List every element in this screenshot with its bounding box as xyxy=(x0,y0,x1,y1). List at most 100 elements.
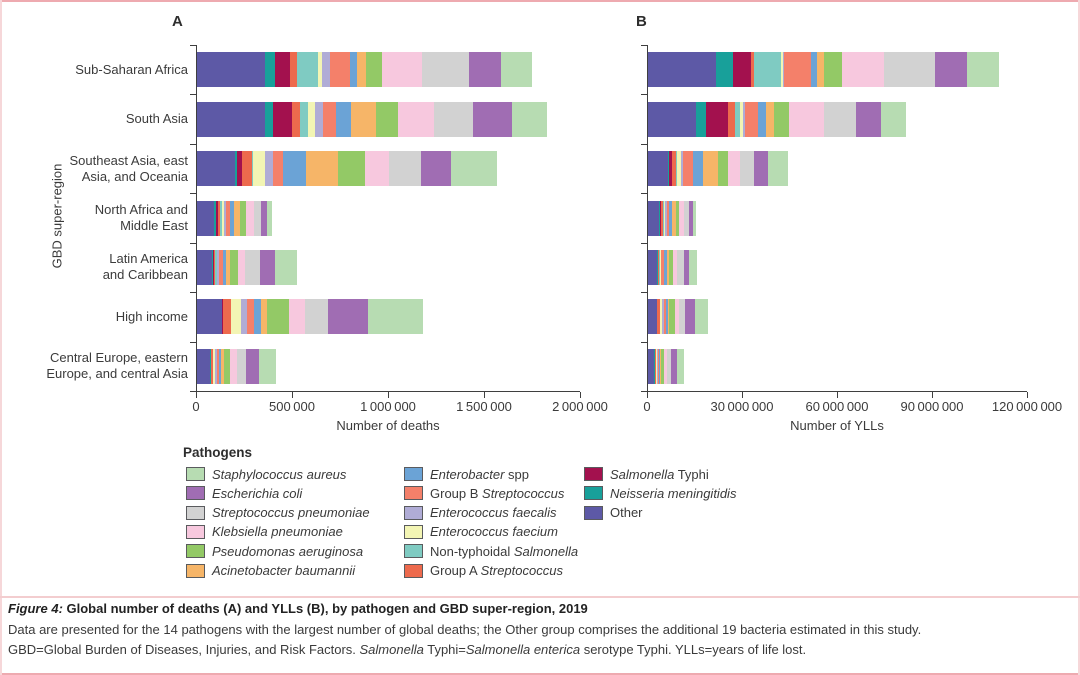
bar-segment-other xyxy=(197,200,215,236)
bar-segment-other xyxy=(648,200,660,236)
bar-segment-neisseria-meningitidis xyxy=(716,52,733,88)
x-axis-tick xyxy=(1027,392,1028,398)
y-axis-tick xyxy=(190,242,196,244)
legend-item-staphylococcus-aureus: Staphylococcus aureus xyxy=(186,466,346,482)
legend-item-pseudomonas-aeruginosa: Pseudomonas aeruginosa xyxy=(186,543,363,559)
x-axis-line xyxy=(196,391,580,392)
region-label-southeast-asia-east-asia-and-oceania: Southeast Asia, east Asia, and Oceania xyxy=(0,144,188,193)
x-axis-line xyxy=(647,391,1027,392)
legend-label: Enterococcus faecium xyxy=(430,524,558,540)
bar-segment-group-b-streptococcus xyxy=(273,151,284,187)
bar-segment-enterococcus-faecium xyxy=(664,200,666,236)
bar-segment-streptococcus-pneumoniae xyxy=(245,249,261,285)
bar-segment-salmonella-typhi xyxy=(274,52,290,88)
region-label-south-asia: South Asia xyxy=(0,94,188,143)
bar-segment-non-typhoidal-salmonella xyxy=(299,101,309,137)
bar-segment-salmonella-typhi xyxy=(669,151,672,187)
legend-swatch xyxy=(404,524,423,539)
bar-segment-streptococcus-pneumoniae xyxy=(684,200,690,236)
stacked-bar-central-europe-eastern-europe-and-central-asia xyxy=(197,348,580,384)
bar-segment-streptococcus-pneumoniae xyxy=(824,101,856,137)
bar-segment-staphylococcus-aureus xyxy=(512,101,548,137)
bar-segment-streptococcus-pneumoniae xyxy=(883,52,936,88)
bar-segment-enterococcus-faecalis xyxy=(782,52,785,88)
bar-segment-other xyxy=(648,151,668,187)
bar-segment-pseudomonas-aeruginosa xyxy=(267,299,289,335)
bar-segment-pseudomonas-aeruginosa xyxy=(774,101,790,137)
bar-segment-escherichia-coli xyxy=(855,101,881,137)
stacked-bar-southeast-asia-east-asia-and-oceania xyxy=(197,151,580,187)
y-axis-tick xyxy=(641,45,647,46)
bar-segment-staphylococcus-aureus xyxy=(259,348,276,384)
figure-bottom-border xyxy=(0,673,1080,675)
legend-swatch xyxy=(186,563,205,578)
bar-segment-enterococcus-faecalis xyxy=(743,101,746,137)
x-axis-tick xyxy=(742,392,743,398)
bar-segment-streptococcus-pneumoniae xyxy=(422,52,470,88)
bar-segment-group-b-streptococcus xyxy=(226,200,231,236)
bar-segment-klebsiella-pneumoniae xyxy=(672,249,678,285)
legend-label: Escherichia coli xyxy=(212,485,303,501)
bar-segment-enterobacter-spp xyxy=(757,101,767,137)
bar-segment-escherichia-coli xyxy=(689,200,693,236)
bar-segment-enterococcus-faecium xyxy=(216,249,218,285)
bar-segment-non-typhoidal-salmonella xyxy=(215,249,217,285)
stacked-bar-southeast-asia-east-asia-and-oceania xyxy=(648,151,1027,187)
bar-segment-enterobacter-spp xyxy=(658,348,660,384)
bar-segment-pseudomonas-aeruginosa xyxy=(366,52,383,88)
stacked-bar-latin-america-and-caribbean xyxy=(197,249,580,285)
bar-segment-salmonella-typhi xyxy=(706,101,729,137)
bar-segment-neisseria-meningitidis xyxy=(657,249,658,285)
bar-segment-acinetobacter-baumannii xyxy=(220,348,225,384)
legend-swatch xyxy=(186,544,205,559)
legend-label: Other xyxy=(610,505,643,521)
bar-segment-group-a-streptococcus xyxy=(222,299,231,335)
stacked-bar-sub-saharan-africa xyxy=(648,52,1027,88)
bar-segment-staphylococcus-aureus xyxy=(676,348,684,384)
bar-segment-acinetobacter-baumannii xyxy=(306,151,338,187)
bar-segment-pseudomonas-aeruginosa xyxy=(669,299,675,335)
bar-segment-enterococcus-faecium xyxy=(308,101,315,137)
y-axis-tick xyxy=(190,143,196,145)
caption-title: Figure 4: Global number of deaths (A) an… xyxy=(8,601,588,616)
legend-swatch xyxy=(584,486,603,501)
bar-segment-pseudomonas-aeruginosa xyxy=(823,52,843,88)
legend-swatch xyxy=(404,486,423,501)
legend-label: Enterococcus faecalis xyxy=(430,505,557,521)
y-axis-tick xyxy=(190,94,196,96)
bar-segment-escherichia-coli xyxy=(472,101,513,137)
bar-segment-escherichia-coli xyxy=(421,151,451,187)
x-axis-tick xyxy=(484,392,485,398)
region-label-sub-saharan-africa: Sub-Saharan Africa xyxy=(0,45,188,94)
bar-segment-streptococcus-pneumoniae xyxy=(677,249,684,285)
bar-segment-neisseria-meningitidis xyxy=(221,299,223,335)
bar-segment-enterococcus-faecium xyxy=(739,101,744,137)
bar-segment-other xyxy=(197,52,265,88)
bar-segment-enterococcus-faecalis xyxy=(314,101,323,137)
y-axis-tick xyxy=(641,391,647,392)
bar-segment-acinetobacter-baumannii xyxy=(666,249,670,285)
bar-segment-enterobacter-spp xyxy=(336,101,352,137)
bar-segment-enterococcus-faecalis xyxy=(656,348,658,384)
region-label-line: North Africa and xyxy=(94,201,188,217)
region-label-line: South Asia xyxy=(125,111,188,127)
bar-segment-other xyxy=(197,101,266,137)
bar-segment-streptococcus-pneumoniae xyxy=(678,299,685,335)
bar-segment-streptococcus-pneumoniae xyxy=(434,101,473,137)
bar-segment-neisseria-meningitidis xyxy=(264,52,275,88)
bar-segment-klebsiella-pneumoniae xyxy=(245,200,254,236)
bar-segment-group-a-streptococcus xyxy=(242,151,252,187)
y-axis-tick xyxy=(641,242,647,244)
bar-segment-pseudomonas-aeruginosa xyxy=(376,101,398,137)
bar-segment-klebsiella-pneumoniae xyxy=(842,52,884,88)
y-axis-tick xyxy=(190,292,196,294)
x-tick-label: 120 000 000 xyxy=(991,399,1063,414)
bar-segment-neisseria-meningitidis xyxy=(211,249,213,285)
stacked-bar-north-africa-and-middle-east xyxy=(197,200,580,236)
bar-segment-non-typhoidal-salmonella xyxy=(212,348,214,384)
legend-swatch xyxy=(186,524,205,539)
bar-segment-enterococcus-faecalis xyxy=(665,200,667,236)
region-label-high-income: High income xyxy=(0,292,188,341)
legend-label: Klebsiella pneumoniae xyxy=(212,524,343,540)
y-axis-tick xyxy=(641,292,647,294)
